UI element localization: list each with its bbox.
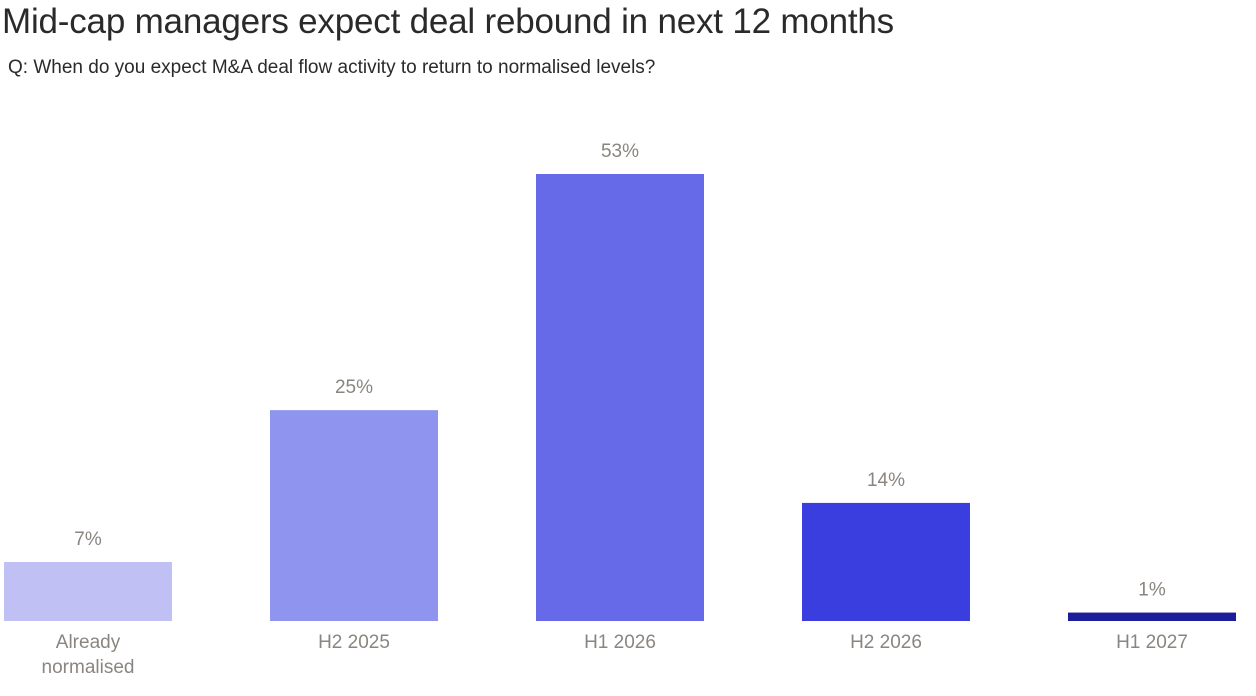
bar <box>536 174 704 621</box>
category-label-line: Already <box>56 632 121 653</box>
data-label: 1% <box>1138 580 1166 601</box>
bar <box>1068 612 1236 621</box>
category-label-line: H2 2025 <box>318 632 390 653</box>
category-label-line: H2 2026 <box>850 632 922 653</box>
category-label: H2 2025 <box>318 632 390 653</box>
data-label: 25% <box>335 377 373 398</box>
data-label: 53% <box>601 141 639 162</box>
category-label: Already normalised <box>42 632 135 678</box>
category-label-line: H1 2027 <box>1116 632 1188 653</box>
bar <box>802 502 970 621</box>
bar <box>270 410 438 621</box>
category-label: H1 2026 <box>584 632 656 653</box>
category-label-line: H1 2026 <box>584 632 656 653</box>
chart-title: Mid-cap managers expect deal rebound in … <box>2 2 894 41</box>
data-label: 7% <box>74 529 102 550</box>
category-label-line: normalised <box>42 657 135 678</box>
bar <box>4 561 172 621</box>
chart-subtitle: Q: When do you expect M&A deal flow acti… <box>8 57 656 78</box>
category-label: H1 2027 <box>1116 632 1188 653</box>
category-label: H2 2026 <box>850 632 922 653</box>
data-label: 14% <box>867 470 905 491</box>
